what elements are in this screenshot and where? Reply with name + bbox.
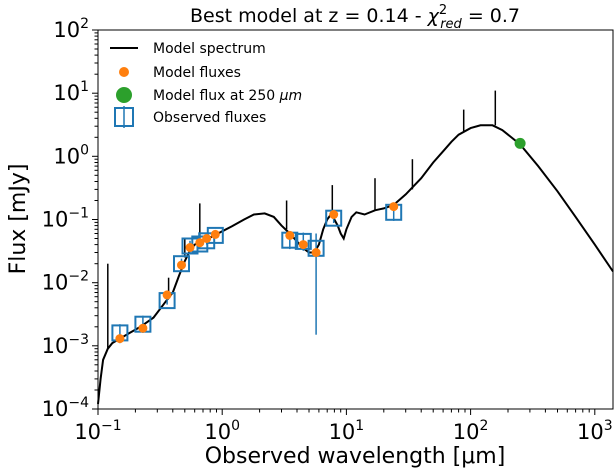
model-flux-250-point <box>514 137 526 149</box>
chart-title: Best model at z = 0.14 - χ2 red = 0.7 <box>190 3 520 32</box>
model-flux-point <box>202 234 212 243</box>
plot-frame <box>97 29 614 410</box>
y-tick-label: 102 <box>53 16 89 42</box>
model-flux-point <box>389 202 399 212</box>
x-tick-label: 101 <box>329 418 365 444</box>
model-flux-point <box>195 238 205 248</box>
legend: Model spectrum Model fluxes Model flux a… <box>110 41 302 128</box>
legend-model-fluxes-marker <box>119 67 129 77</box>
y-tick-label: 10−1 <box>42 206 89 232</box>
model-flux-point <box>298 240 308 250</box>
model-flux-point <box>115 334 125 344</box>
title-sup: 2 <box>439 3 447 18</box>
legend-model-flux-250-label: Model flux at 250 μm <box>153 88 302 104</box>
observed-flux-marker <box>173 255 190 273</box>
axis-ticks: 10−1 100 101 102 103 10−4 10−3 10−2 10−1 100 101 10… <box>42 16 613 444</box>
title-prefix: Best model at z = 0.14 - <box>190 5 428 27</box>
model-flux-point <box>162 290 172 300</box>
y-axis-label: Flux [mJy] <box>6 164 31 275</box>
model-flux-point <box>210 229 220 239</box>
y-tick-label: 10−2 <box>42 269 89 295</box>
legend-model-spectrum-label: Model spectrum <box>153 41 266 57</box>
model-spectrum-line <box>97 124 614 405</box>
x-tick-label: 100 <box>204 418 240 444</box>
legend-observed-label: Observed fluxes <box>153 110 266 126</box>
x-tick-label: 10−1 <box>74 418 121 444</box>
model-flux-point <box>329 210 339 219</box>
legend-flux-250-prefix: Model flux at 250 <box>153 88 280 104</box>
y-tick-label: 100 <box>53 142 89 168</box>
y-tick-label: 101 <box>53 79 89 105</box>
legend-flux-250-unit: μm <box>279 88 303 104</box>
legend-model-fluxes-label: Model fluxes <box>153 65 241 81</box>
model-flux-point <box>177 260 186 270</box>
y-tick-label: 10−4 <box>42 395 89 421</box>
title-chi: χ <box>427 5 440 27</box>
y-tick-label: 10−3 <box>42 332 89 358</box>
x-tick-label: 102 <box>453 418 489 444</box>
x-tick-label: 103 <box>577 418 613 444</box>
model-flux-point <box>185 243 195 252</box>
title-suffix: = 0.7 <box>462 5 520 27</box>
model-flux-point <box>311 248 321 257</box>
title-sub: red <box>440 17 462 32</box>
model-flux-point <box>285 230 295 240</box>
plot-area <box>97 90 614 405</box>
model-flux-point <box>138 323 148 333</box>
x-axis-label: Observed wavelength [μm] <box>205 444 506 469</box>
legend-model-flux-250-marker <box>116 87 132 103</box>
